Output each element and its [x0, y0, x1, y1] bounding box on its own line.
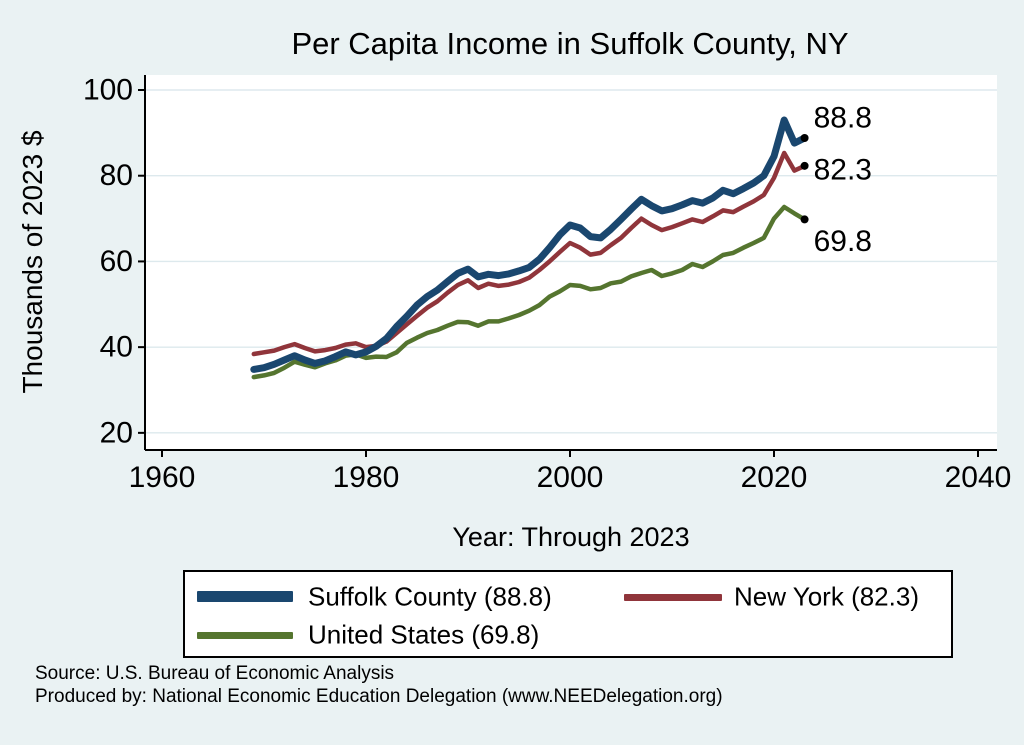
chart-title: Per Capita Income in Suffolk County, NY: [291, 26, 848, 61]
y-tick-label-100: 100: [83, 74, 133, 107]
legend-box: Suffolk County (88.8) New York (82.3) Un…: [183, 570, 953, 658]
series-line-suffolk-county: [250, 116, 809, 373]
y-tick-label-20: 20: [100, 416, 133, 449]
x-axis-title: Year: Through 2023: [452, 522, 689, 552]
y-tick-label-80: 80: [100, 159, 133, 192]
x-tick-label-2040: 2040: [945, 461, 1012, 494]
end-marker-united-states: [800, 215, 809, 224]
series-line-new-york: [251, 150, 807, 357]
x-tick-label-1980: 1980: [333, 461, 400, 494]
y-tick-label-60: 60: [100, 245, 133, 278]
legend-swatch-new-york: [624, 594, 722, 601]
x-tick-label-1960: 1960: [129, 461, 196, 494]
y-tick-label-40: 40: [100, 331, 133, 364]
legend-label-new-york: New York (82.3): [734, 581, 919, 612]
x-tick-label-2000: 2000: [537, 461, 604, 494]
end-marker-new-york: [800, 161, 809, 170]
end-marker-suffolk-county: [800, 133, 809, 142]
legend-label-united-states: United States (69.8): [308, 619, 540, 650]
axes: 100 80 60 40 20 1960 1980 2000 2020 2040: [83, 74, 1011, 495]
end-label-united-states: 69.8: [814, 225, 872, 258]
produced-by-text: Produced by: National Economic Education…: [35, 686, 723, 707]
x-tick-label-2020: 2020: [741, 461, 808, 494]
end-label-new-york: 82.3: [814, 153, 872, 186]
legend-swatch-united-states: [197, 632, 293, 639]
y-axis-title: Thousands of 2023 $: [17, 130, 48, 394]
end-label-suffolk-county: 88.8: [814, 101, 872, 134]
source-text: Source: U.S. Bureau of Economic Analysis: [35, 663, 395, 684]
legend-swatch-suffolk-county: [197, 591, 293, 602]
end-value-labels: 88.8 82.3 69.8: [800, 101, 872, 258]
plot-area: [145, 75, 997, 450]
legend-label-suffolk-county: Suffolk County (88.8): [308, 581, 552, 612]
series-lines: [250, 116, 809, 380]
